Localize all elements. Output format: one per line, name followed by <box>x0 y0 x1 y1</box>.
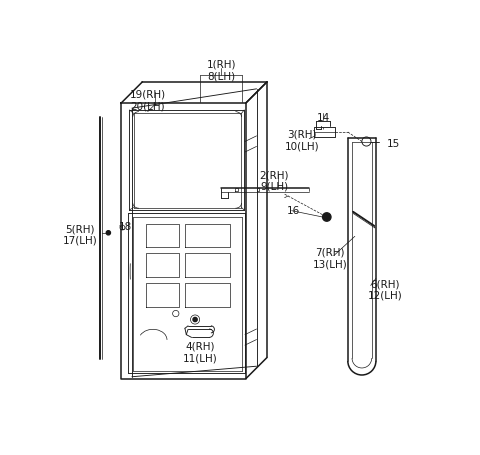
Text: 7(RH)
13(LH): 7(RH) 13(LH) <box>313 247 348 268</box>
Text: 1(RH)
8(LH): 1(RH) 8(LH) <box>207 60 236 81</box>
Circle shape <box>193 318 197 322</box>
Text: 4(RH)
11(LH): 4(RH) 11(LH) <box>183 341 218 363</box>
Text: 6(RH)
12(LH): 6(RH) 12(LH) <box>367 278 402 300</box>
Circle shape <box>106 231 110 235</box>
Text: 5(RH)
17(LH): 5(RH) 17(LH) <box>63 223 97 245</box>
Text: 14: 14 <box>317 113 330 123</box>
Text: 19(RH)
20(LH): 19(RH) 20(LH) <box>130 89 166 111</box>
Text: 3(RH)
10(LH): 3(RH) 10(LH) <box>285 130 320 151</box>
Text: 2(RH)
9(LH): 2(RH) 9(LH) <box>259 170 289 192</box>
Text: 18: 18 <box>119 222 132 232</box>
Circle shape <box>323 213 331 222</box>
Text: 15: 15 <box>386 138 400 148</box>
Text: 16: 16 <box>287 206 300 216</box>
